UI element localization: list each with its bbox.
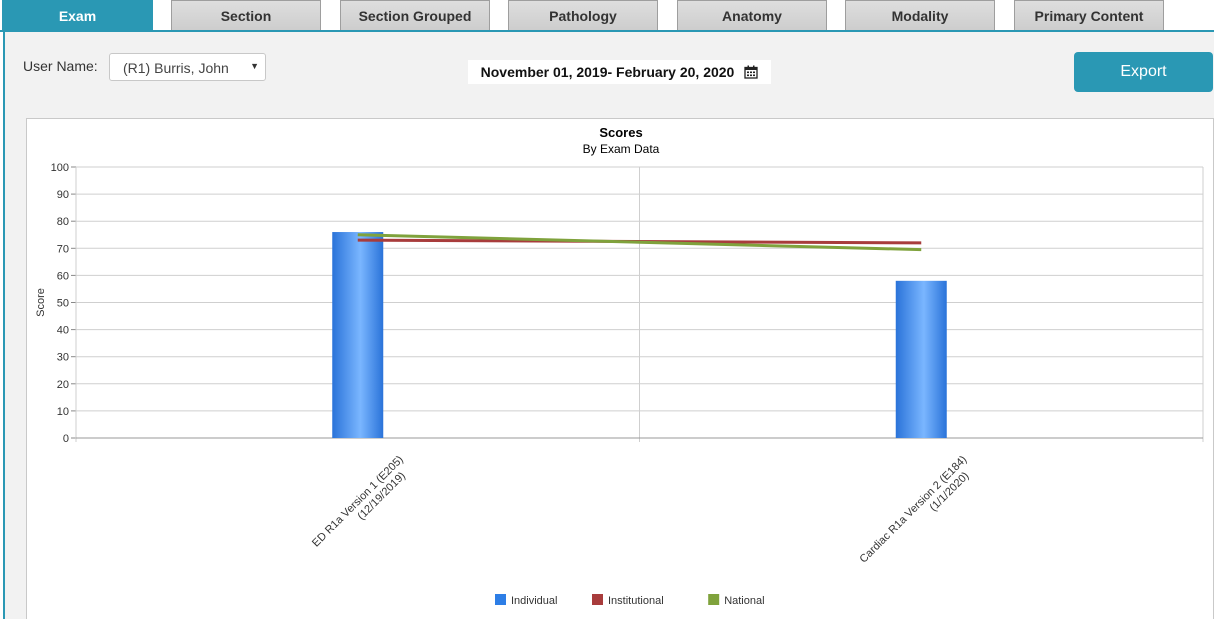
legend-label-national: National	[724, 595, 764, 607]
y-tick-label: 80	[57, 216, 69, 228]
y-tick-label: 50	[57, 298, 69, 310]
legend-swatch-individual	[495, 594, 506, 605]
tab-anatomy[interactable]: Anatomy	[677, 0, 827, 30]
user-name-label: User Name:	[23, 58, 98, 74]
bar-individual	[332, 232, 384, 438]
y-axis-title: Score	[35, 288, 47, 317]
calendar-icon[interactable]	[744, 65, 758, 79]
user-name-select[interactable]: (R1) Burris, John ▼	[109, 53, 266, 81]
x-category-label: Cardiac R1a Version 2 (E184)(1/1/2020)	[858, 454, 979, 575]
legend-swatch-institutional	[592, 594, 603, 605]
y-tick-label: 40	[57, 325, 69, 337]
tab-primary-content[interactable]: Primary Content	[1014, 0, 1164, 30]
y-tick-label: 0	[63, 433, 69, 445]
chart-subtitle: By Exam Data	[583, 142, 660, 156]
y-tick-label: 100	[51, 162, 69, 174]
tab-section-grouped[interactable]: Section Grouped	[340, 0, 490, 30]
legend-label-institutional: Institutional	[608, 595, 664, 607]
y-tick-label: 10	[57, 406, 69, 418]
y-tick-label: 70	[57, 243, 69, 255]
scores-chart: Scores By Exam Data 0 10 20 30 40 50 60 70 80 90 100…	[26, 118, 1214, 619]
tab-pathology[interactable]: Pathology	[508, 0, 658, 30]
tab-divider	[0, 30, 1214, 32]
legend-label-individual: Individual	[511, 595, 557, 607]
line-national	[357, 233, 922, 252]
y-tick-label: 20	[57, 379, 69, 391]
bar-individual	[895, 280, 947, 438]
tab-bar: Exam Section Section Grouped Pathology A…	[0, 0, 1214, 32]
tab-exam[interactable]: Exam	[2, 0, 153, 30]
date-range-picker[interactable]: November 01, 2019- February 20, 2020	[468, 60, 771, 84]
dropdown-arrow-icon: ▼	[250, 61, 259, 71]
chart-canvas: Scores By Exam Data 0 10 20 30 40 50 60 70 80 90 100…	[35, 125, 1204, 607]
chart-title: Scores	[599, 125, 642, 140]
x-category-label: ED R1a Version 1 (E205)(12/19/2019)	[310, 454, 415, 559]
export-button[interactable]: Export	[1074, 52, 1213, 92]
legend-swatch-national	[708, 594, 720, 605]
tab-section[interactable]: Section	[171, 0, 321, 30]
y-tick-label: 60	[57, 270, 69, 282]
y-tick-label: 90	[57, 189, 69, 201]
date-range-text: November 01, 2019- February 20, 2020	[480, 64, 735, 80]
tab-modality[interactable]: Modality	[845, 0, 995, 30]
y-tick-label: 30	[57, 352, 69, 364]
user-name-value: (R1) Burris, John	[123, 60, 229, 76]
